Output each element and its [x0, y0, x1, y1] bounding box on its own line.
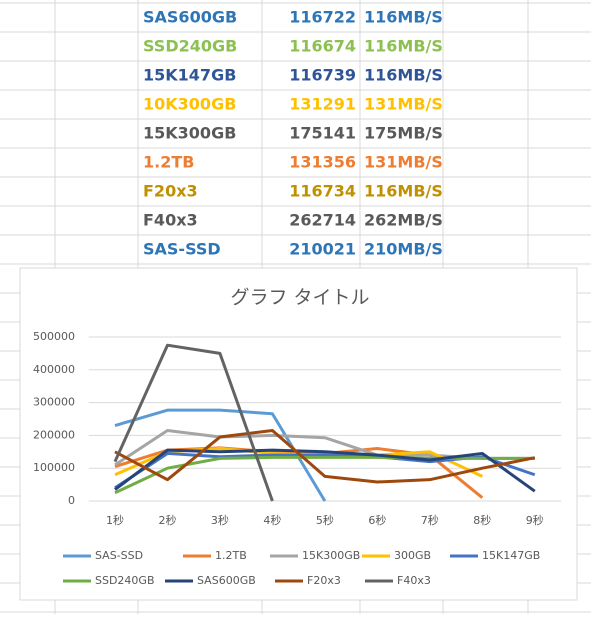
y-tick-label: 400000: [33, 363, 75, 376]
row-label: SSD240GB: [143, 37, 237, 56]
row-label: 10K300GB: [143, 95, 236, 114]
x-tick-label: 6秒: [368, 513, 386, 527]
row-value: 116734: [289, 182, 356, 201]
row-speed: 262MB/S: [364, 211, 443, 230]
row-label: F40x3: [143, 211, 198, 230]
x-tick-label: 5秒: [316, 513, 334, 527]
legend-label: SSD240GB: [95, 574, 155, 587]
legend-label: 1.2TB: [215, 549, 247, 562]
x-tick-label: 2秒: [158, 513, 176, 527]
x-tick-label: 3秒: [211, 513, 229, 527]
y-tick-label: 300000: [33, 396, 75, 409]
row-speed: 116MB/S: [364, 37, 443, 56]
row-speed: 131MB/S: [364, 153, 443, 172]
legend-label: 15K147GB: [482, 549, 540, 562]
chart-area: [19, 267, 578, 601]
row-value: 116722: [289, 8, 356, 27]
x-tick-label: 8秒: [473, 513, 491, 527]
row-speed: 116MB/S: [364, 66, 443, 85]
legend-label: F40x3: [397, 574, 431, 587]
legend-label: 15K300GB: [302, 549, 360, 562]
row-value: 116674: [289, 37, 356, 56]
legend-label: SAS600GB: [197, 574, 256, 587]
y-tick-label: 100000: [33, 461, 75, 474]
legend-label: SAS-SSD: [95, 549, 143, 562]
y-tick-label: 0: [68, 494, 75, 507]
legend-label: F20x3: [307, 574, 341, 587]
row-value: 116739: [289, 66, 356, 85]
x-tick-label: 7秒: [421, 513, 439, 527]
row-speed: 116MB/S: [364, 182, 443, 201]
row-label: SAS-SSD: [143, 240, 221, 259]
series-line: [113, 343, 274, 502]
row-speed: 175MB/S: [364, 124, 443, 143]
row-label: SAS600GB: [143, 8, 237, 27]
x-tick-label: 1秒: [106, 513, 124, 527]
y-tick-label: 200000: [33, 428, 75, 441]
row-value: 175141: [289, 124, 356, 143]
row-value: 131291: [289, 95, 356, 114]
x-tick-label: 4秒: [263, 513, 281, 527]
row-speed: 210MB/S: [364, 240, 443, 259]
row-label: 15K147GB: [143, 66, 236, 85]
y-tick-label: 500000: [33, 330, 75, 343]
row-label: 15K300GB: [143, 124, 236, 143]
row-speed: 116MB/S: [364, 8, 443, 27]
chart-title: グラフ タイトル: [230, 287, 369, 309]
row-value: 262714: [289, 211, 356, 230]
row-value: 210021: [289, 240, 356, 259]
series-line: [114, 428, 536, 484]
row-value: 131356: [289, 153, 356, 172]
legend-label: 300GB: [394, 549, 431, 562]
x-tick-label: 9秒: [526, 513, 544, 527]
row-label: 1.2TB: [143, 153, 194, 172]
row-speed: 131MB/S: [364, 95, 443, 114]
series-line: [114, 408, 327, 502]
row-label: F20x3: [143, 182, 198, 201]
series-line: [114, 448, 536, 493]
